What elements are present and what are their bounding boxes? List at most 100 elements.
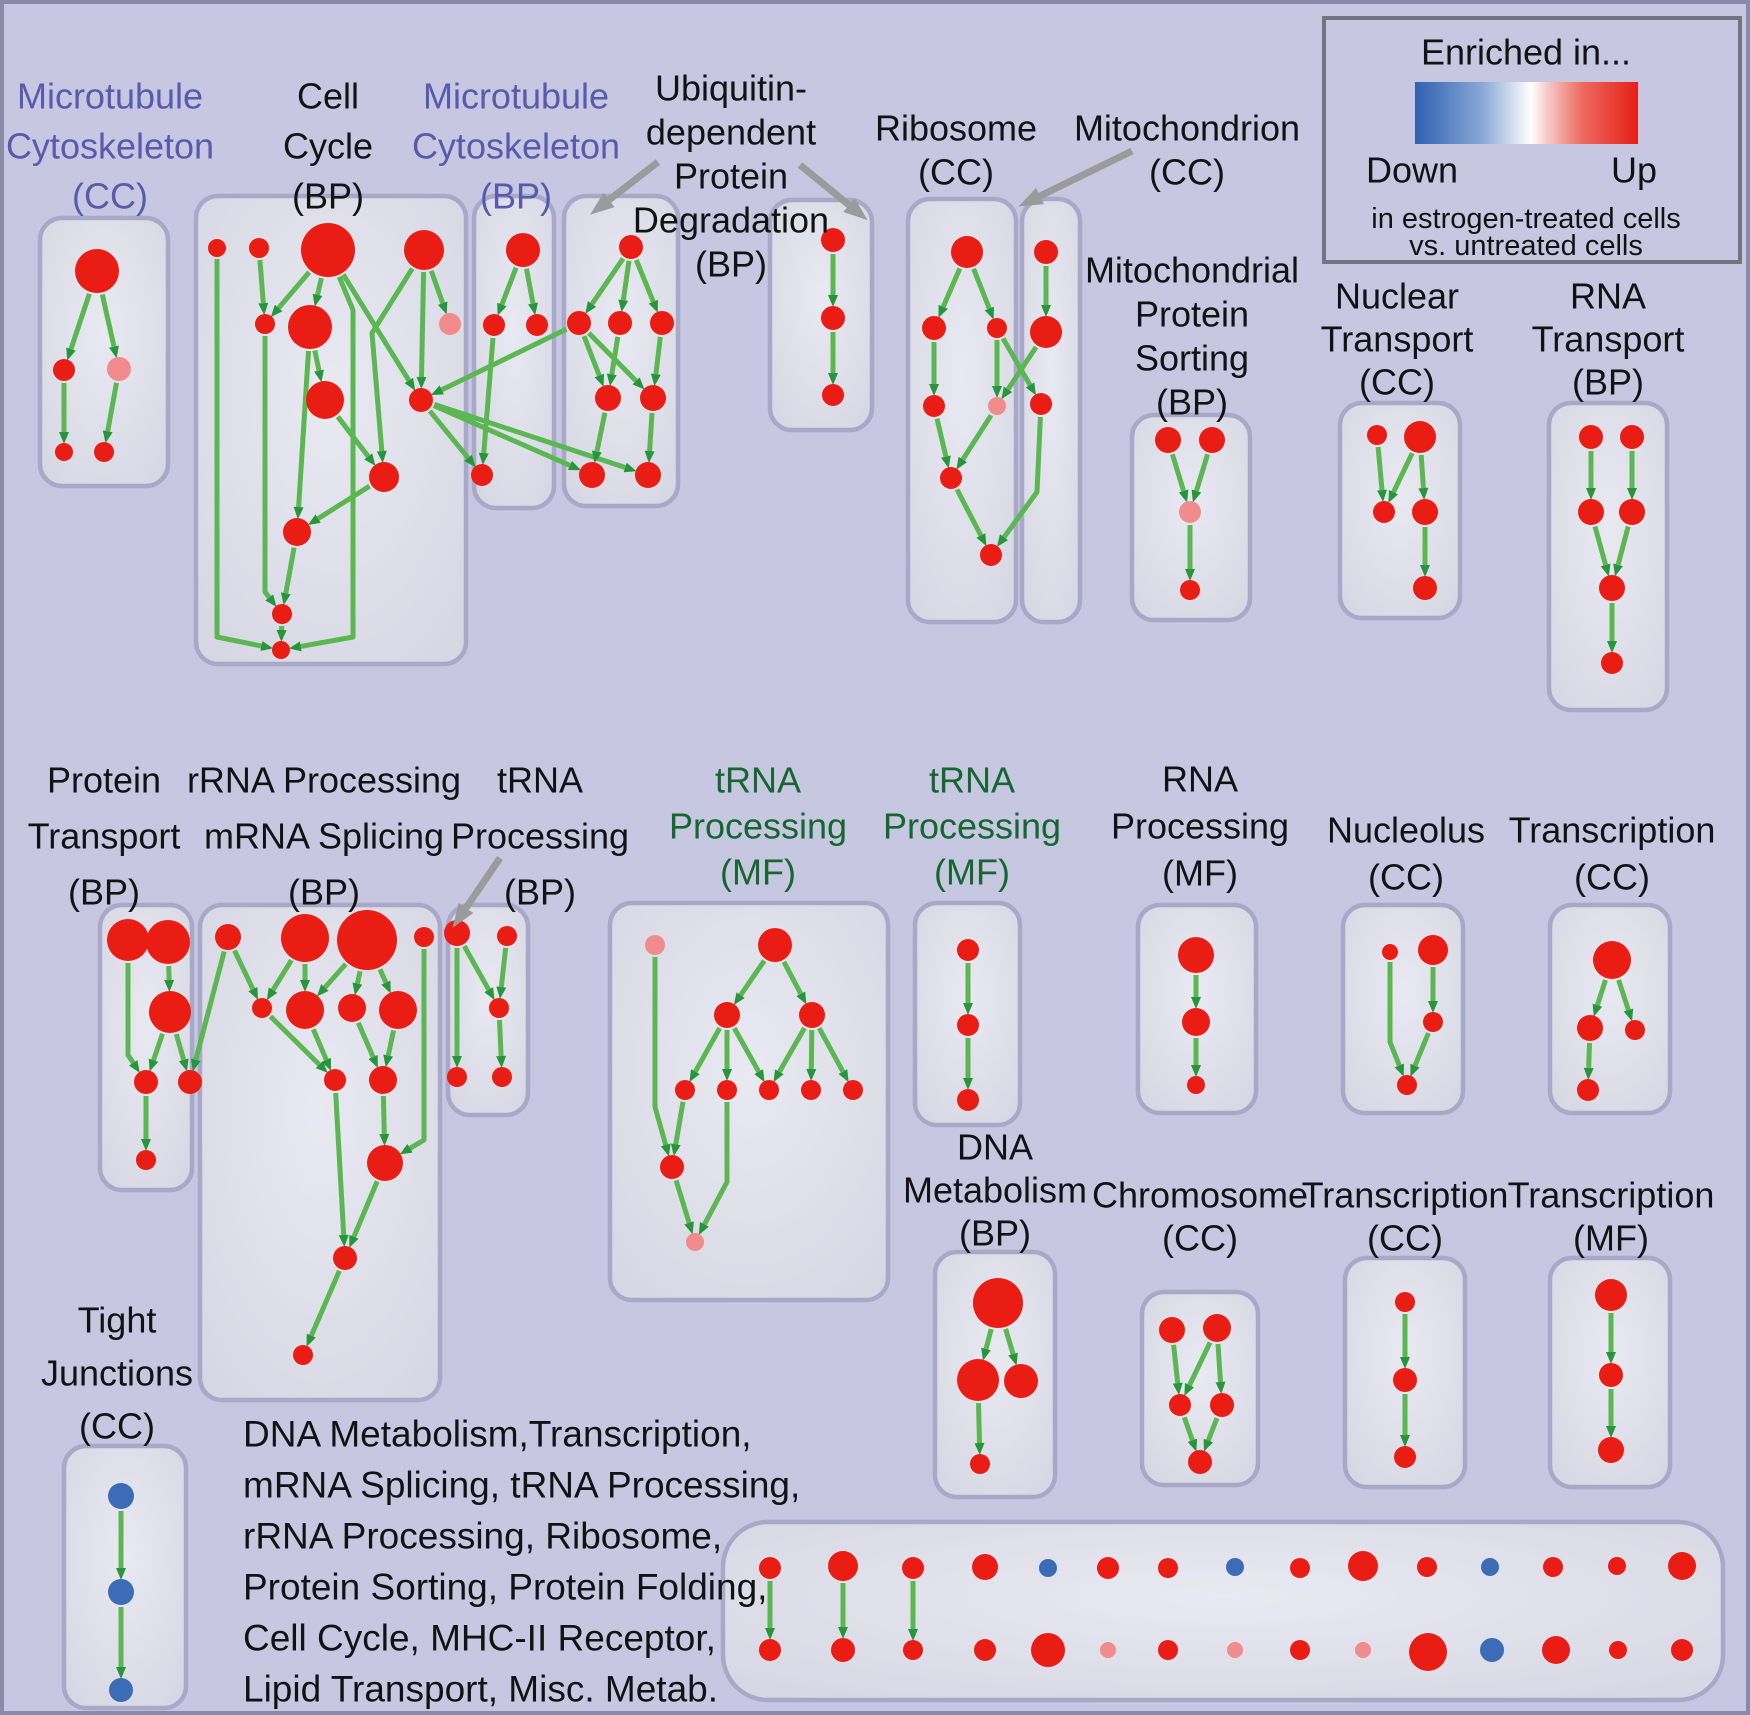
go-term-node <box>1595 1279 1627 1311</box>
go-term-node <box>108 1483 134 1509</box>
go-term-node <box>970 1454 990 1474</box>
go-term-node <box>940 467 962 489</box>
hierarchy-edge <box>352 970 363 996</box>
go-term-node <box>980 544 1002 566</box>
go-term-node <box>1100 1642 1116 1658</box>
go-term-node <box>146 920 190 964</box>
go-term-node <box>1034 240 1058 264</box>
go-term-node <box>973 1278 1023 1328</box>
go-term-node <box>338 994 366 1022</box>
go-term-node <box>799 1002 825 1028</box>
category-label: (CC) <box>1368 857 1444 898</box>
category-label: Ubiquitin- <box>655 68 807 109</box>
hierarchy-edge <box>934 418 951 469</box>
go-term-node <box>1598 1437 1624 1463</box>
go-term-node <box>758 928 792 962</box>
category-label: (CC) <box>1149 152 1225 193</box>
hierarchy-edge <box>496 1019 507 1068</box>
hierarchy-edge <box>293 350 311 520</box>
category-label: (CC) <box>1574 857 1650 898</box>
hierarchy-edge <box>1203 1417 1220 1452</box>
hierarchy-edge <box>1170 453 1189 503</box>
go-term-node <box>1413 576 1437 600</box>
hierarchy-edge <box>956 413 994 470</box>
category-label: Mitochondrial <box>1085 250 1299 291</box>
go-term-node <box>379 991 417 1029</box>
hierarchy-edge <box>1215 1343 1226 1394</box>
go-term-node <box>1290 1640 1310 1660</box>
go-term-node <box>1625 1020 1645 1040</box>
category-label: (BP) <box>959 1213 1031 1254</box>
go-term-node <box>1609 1641 1627 1659</box>
hierarchy-edge <box>66 293 92 361</box>
merged-categories-text: DNA Metabolism,Transcription, <box>243 1414 752 1455</box>
go-term-node <box>714 1002 740 1028</box>
go-term-node <box>1373 501 1395 523</box>
category-label: Sorting <box>1135 338 1249 379</box>
go-term-node <box>272 604 292 624</box>
go-term-node <box>134 1070 158 1094</box>
hierarchy-edge <box>1388 452 1415 504</box>
go-term-node <box>1577 1015 1603 1041</box>
go-term-node <box>471 464 493 486</box>
hierarchy-edge <box>262 336 277 607</box>
category-label: Transcription <box>1509 810 1716 851</box>
category-label: Protein <box>1135 294 1249 335</box>
go-term-node <box>957 1014 979 1036</box>
category-label: (BP) <box>288 872 360 913</box>
go-term-node <box>1179 501 1201 523</box>
go-term-node <box>369 1066 397 1094</box>
hierarchy-edge <box>312 277 324 307</box>
go-term-node <box>1480 1638 1504 1662</box>
hierarchy-edge <box>478 337 496 466</box>
category-label: Cell <box>297 76 359 117</box>
legend-color-scale <box>1415 82 1638 144</box>
category-label: (CC) <box>79 1406 155 1447</box>
hierarchy-edge <box>232 949 259 1000</box>
hierarchy-edge <box>1387 962 1404 1077</box>
go-term-node <box>249 238 269 258</box>
category-label: (CC) <box>1367 1218 1443 1259</box>
go-term-node <box>1155 427 1181 453</box>
hierarchy-edge <box>268 1014 328 1074</box>
mitochondrion-pointer <box>1018 147 1134 207</box>
go-term-node <box>972 1554 998 1580</box>
category-label: (CC) <box>72 176 148 217</box>
hierarchy-edge <box>270 270 312 318</box>
hierarchy-edge <box>806 1029 817 1081</box>
hierarchy-edge <box>733 959 767 1006</box>
go-term-node <box>759 1639 781 1661</box>
category-label: Mitochondrion <box>1074 108 1300 149</box>
category-label: RNA <box>1162 759 1238 800</box>
go-term-node <box>828 1551 858 1581</box>
category-label: (BP) <box>504 872 576 913</box>
go-term-node <box>987 318 1007 338</box>
hierarchy-edge <box>99 293 119 359</box>
hierarchy-edge <box>1191 453 1210 503</box>
category-label: (MF) <box>720 852 796 893</box>
go-term-node <box>301 223 355 277</box>
ubiquitin-left-pointer <box>590 159 661 215</box>
hierarchy-edge <box>1583 1042 1594 1080</box>
go-term-node <box>1348 1551 1378 1581</box>
hierarchy-edge <box>462 944 495 1001</box>
go-term-node <box>923 395 945 417</box>
hierarchy-edge <box>781 960 807 1005</box>
hierarchy-edge <box>1184 1341 1213 1397</box>
hierarchy-edge <box>257 259 269 316</box>
hierarchy-edge <box>496 947 509 1000</box>
go-term-node <box>53 359 75 381</box>
hierarchy-edge <box>581 335 604 387</box>
go-term-node <box>1030 316 1062 348</box>
go-term-node <box>75 249 119 293</box>
category-label: tRNA <box>497 760 583 801</box>
hierarchy-edge <box>650 336 663 387</box>
go-term-node <box>55 443 73 461</box>
legend-subtitle-line1: in estrogen-treated cells <box>1371 203 1681 235</box>
go-term-node <box>324 1069 346 1091</box>
go-term-node <box>759 1557 781 1579</box>
go-term-node <box>635 462 661 488</box>
go-term-node <box>1226 1558 1244 1576</box>
hierarchy-edge <box>369 267 415 464</box>
